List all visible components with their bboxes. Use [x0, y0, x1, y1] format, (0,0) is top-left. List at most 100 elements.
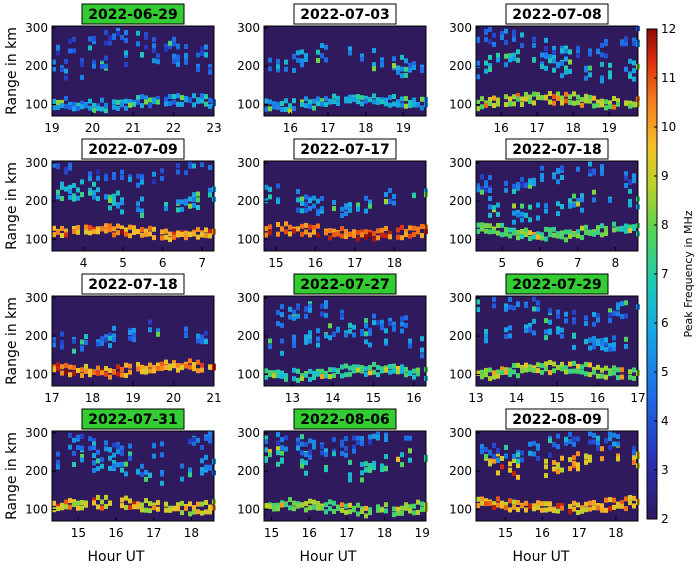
heatmap-cell	[532, 318, 536, 324]
heatmap-cell	[488, 54, 492, 60]
heatmap-cell	[396, 234, 400, 240]
heatmap-cell	[588, 454, 592, 460]
heatmap-cell	[104, 504, 108, 509]
heatmap-cell	[356, 364, 360, 370]
x-tick-label: 17	[630, 391, 645, 405]
heatmap-cell	[340, 502, 344, 508]
heatmap-cell	[408, 371, 412, 376]
heatmap-cell	[368, 97, 372, 103]
heatmap-cell	[320, 53, 324, 59]
heatmap-cell	[148, 501, 152, 507]
heatmap-cell	[592, 311, 596, 317]
heatmap-cell	[412, 374, 416, 380]
heatmap-cell	[196, 234, 200, 240]
heatmap-cell	[68, 432, 72, 438]
heatmap-cell	[560, 505, 564, 511]
heatmap-cell	[300, 196, 304, 202]
heatmap-cell	[528, 323, 532, 328]
heatmap-cell	[592, 197, 596, 203]
heatmap-cell	[292, 315, 296, 321]
heatmap-cell	[284, 106, 288, 112]
heatmap-cell	[560, 95, 564, 101]
heatmap-cell	[292, 367, 296, 373]
heatmap-cell	[612, 221, 616, 227]
heatmap-cell	[304, 334, 308, 340]
heatmap-cell	[324, 44, 328, 50]
heatmap-cell	[544, 473, 548, 478]
heatmap-cell	[536, 445, 540, 451]
heatmap-cell	[264, 232, 268, 238]
heatmap-cell	[100, 340, 104, 346]
heatmap-cell	[532, 181, 536, 187]
heatmap-cell	[188, 467, 192, 473]
heatmap-cell	[632, 495, 636, 501]
heatmap-cell	[204, 101, 208, 107]
heatmap-cell	[548, 328, 552, 334]
heatmap-cell	[516, 57, 520, 63]
heatmap-cell	[192, 362, 196, 367]
heatmap-cell	[292, 376, 296, 382]
heatmap-cell	[420, 506, 424, 512]
heatmap-cell	[152, 443, 156, 449]
heatmap-cell	[296, 207, 300, 213]
heatmap-cell	[312, 203, 316, 209]
heatmap-cell	[184, 230, 188, 236]
heatmap-cell	[380, 62, 384, 68]
heatmap-cell	[344, 363, 348, 369]
heatmap-cell	[56, 47, 60, 53]
heatmap-cell	[92, 108, 96, 113]
heatmap-cell	[580, 102, 584, 108]
heatmap-cell	[200, 232, 204, 238]
heatmap-cell	[484, 102, 488, 108]
heatmap-cell	[280, 370, 284, 376]
heatmap-cell	[140, 103, 144, 109]
heatmap-cell	[480, 189, 484, 195]
heatmap-cell	[488, 101, 492, 107]
heatmap-cell	[68, 498, 72, 504]
heatmap-cell	[392, 506, 396, 512]
heatmap-cell	[276, 450, 280, 456]
heatmap-cell	[76, 187, 80, 193]
heatmap-cell	[608, 100, 612, 106]
x-tick-label: 15	[268, 256, 283, 270]
heatmap-cell	[128, 335, 132, 341]
heatmap-cell	[536, 202, 540, 208]
heatmap-cell	[364, 366, 368, 372]
heatmap-cell	[308, 103, 312, 109]
heatmap-cell	[516, 185, 520, 191]
colorbar-tick-label: 10	[661, 120, 676, 134]
heatmap-cell	[548, 360, 552, 365]
heatmap-cell	[148, 97, 152, 103]
heatmap-cell	[200, 362, 204, 368]
heatmap-cell	[120, 372, 124, 378]
heatmap-cell	[556, 233, 560, 239]
heatmap-cell	[112, 175, 116, 181]
heatmap-cell	[92, 453, 96, 458]
heatmap-cell	[76, 229, 80, 235]
heatmap-cell	[296, 437, 300, 443]
colorbar-tick-label: 11	[661, 71, 676, 85]
heatmap-cell	[596, 99, 600, 105]
heatmap-cell	[392, 363, 396, 369]
plot-frame	[263, 160, 427, 252]
heatmap-cell	[404, 322, 408, 328]
heatmap-cell	[104, 29, 108, 35]
heatmap-cell	[172, 506, 176, 512]
heatmap-cell	[380, 467, 384, 472]
heatmap-cell	[552, 226, 556, 232]
heatmap-cell	[604, 337, 608, 343]
heatmap-cell	[484, 228, 488, 234]
heatmap-cell	[116, 223, 120, 229]
heatmap-cell	[484, 498, 488, 504]
heatmap-cell	[80, 57, 84, 63]
colorbar-tick-label: 3	[661, 463, 669, 477]
heatmap-cell	[340, 450, 344, 456]
heatmap-cell	[376, 507, 380, 513]
heatmap-cell	[316, 101, 320, 107]
plot-frame	[263, 25, 427, 117]
heatmap-cell	[108, 368, 112, 374]
heatmap-cell	[372, 465, 376, 471]
heatmap-cell	[128, 176, 132, 182]
heatmap-cell	[112, 337, 116, 342]
heatmap-cell	[176, 506, 180, 512]
